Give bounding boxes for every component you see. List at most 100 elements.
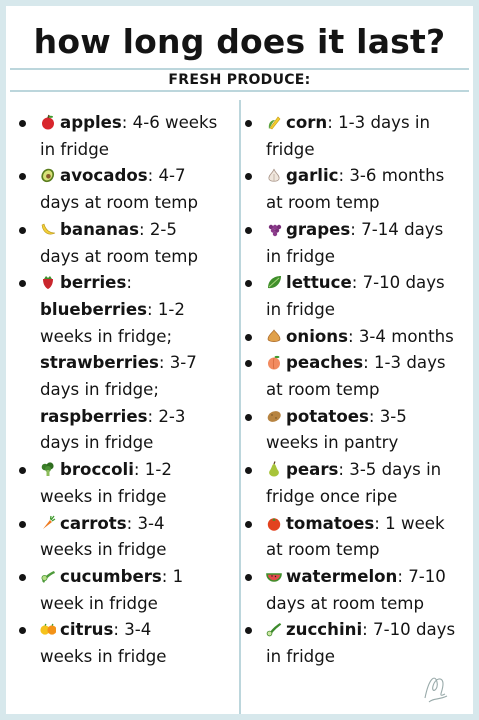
item-line: blueberries: 1-2	[40, 297, 240, 324]
produce-item-broccoli: broccoli: 1-2 weeks in fridge	[19, 457, 240, 510]
storage-text: weeks in fridge	[40, 486, 167, 506]
produce-item-berries: berries:	[19, 270, 240, 297]
produce-item-corn: corn: 1-3 days in fridge	[245, 110, 478, 163]
item-line: tomatoes: 1 week	[266, 511, 478, 538]
produce-name: garlic	[286, 166, 339, 186]
produce-item-lettuce: lettuce: 7-10 days in fridge	[245, 270, 478, 323]
item-line: corn: 1-3 days in	[266, 110, 478, 137]
bullet-point	[245, 226, 252, 234]
corn-icon	[266, 114, 282, 130]
potato-icon	[266, 408, 282, 424]
bullet-point	[19, 280, 26, 288]
storage-text: : 1	[161, 566, 184, 586]
bullet-point	[245, 360, 252, 368]
storage-text: : 3-4	[113, 620, 152, 640]
produce-item-grapes: grapes: 7-14 days in fridge	[245, 217, 478, 270]
produce-name: blueberries	[40, 299, 147, 319]
produce-name: grapes	[286, 219, 351, 239]
produce-item-bananas: bananas: 2-5 days at room temp	[19, 217, 240, 270]
storage-text: days in fridge;	[40, 380, 159, 400]
bullet-point	[245, 520, 252, 528]
zucchini-icon	[266, 621, 282, 637]
produce-subitem-raspberries: raspberries: 2-3 days in fridge	[40, 404, 240, 457]
produce-item-watermelon: watermelon: 7-10 days at room temp	[245, 564, 478, 617]
bullet-point	[19, 173, 26, 181]
carrot-icon	[40, 515, 56, 531]
storage-text: :	[126, 273, 132, 293]
storage-text: : 4-7	[147, 166, 186, 186]
right-column: corn: 1-3 days in fridge garlic: 3-6 month…	[245, 110, 478, 671]
citrus-icon	[40, 621, 56, 637]
produce-item-tomatoes: tomatoes: 1 week at room temp	[245, 511, 478, 564]
section-header: FRESH PRODUCE:	[10, 68, 469, 92]
produce-subitem-blueberries: blueberries: 1-2 weeks in fridge;	[40, 297, 240, 350]
produce-item-citrus: citrus: 3-4 weeks in fridge	[19, 617, 240, 670]
berry-icon	[40, 274, 56, 290]
produce-item-apples: apples: 4-6 weeks in fridge	[19, 110, 240, 163]
storage-text: : 3-5 days in	[338, 460, 442, 480]
bullet-point	[19, 120, 26, 127]
item-line: raspberries: 2-3	[40, 404, 240, 431]
item-line: berries:	[40, 270, 240, 297]
storage-text: at room temp	[266, 380, 380, 400]
tomato-icon	[266, 515, 282, 531]
bullet-point	[245, 173, 252, 181]
produce-item-carrots: carrots: 3-4 weeks in fridge	[19, 511, 240, 564]
storage-text: : 1-3 days	[363, 353, 446, 373]
item-line: lettuce: 7-10 days	[266, 270, 478, 297]
storage-text: fridge once ripe	[266, 486, 398, 506]
bullet-point	[19, 520, 26, 528]
pear-icon	[266, 461, 282, 477]
page-title: how long does it last?	[33, 22, 446, 61]
storage-text: weeks in fridge	[40, 647, 167, 667]
storage-text: : 4-6 weeks	[121, 113, 218, 132]
storage-text: : 1-2	[133, 460, 172, 480]
signature-mark	[424, 677, 448, 703]
storage-text: : 2-5	[138, 219, 177, 239]
lettuce-icon	[266, 274, 282, 290]
produce-name: pears	[286, 460, 339, 480]
bullet-point	[19, 226, 26, 234]
item-line: zucchini: 7-10 days	[266, 617, 478, 644]
produce-name: carrots	[60, 513, 127, 533]
bullet-point	[245, 120, 252, 127]
avocado-icon	[40, 167, 56, 183]
storage-text: days at room temp	[40, 193, 199, 213]
watermelon-icon	[266, 568, 282, 584]
storage-text: : 7-10	[397, 566, 446, 586]
left-column: apples: 4-6 weeks in fridge avocados: 4-7 d…	[19, 110, 240, 671]
storage-text: at room temp	[266, 540, 380, 560]
produce-name: peaches	[286, 353, 364, 373]
storage-text: : 1 week	[374, 513, 445, 533]
storage-text: fridge	[266, 139, 315, 159]
storage-text: : 3-6 months	[338, 166, 445, 186]
banana-icon	[40, 221, 56, 237]
grapes-icon	[266, 221, 282, 237]
broccoli-icon	[40, 461, 56, 477]
storage-text: : 7-10 days	[351, 273, 445, 293]
storage-text: at room temp	[266, 193, 380, 213]
storage-text: in fridge	[266, 647, 335, 667]
produce-name: potatoes	[286, 406, 369, 426]
item-line: cucumbers: 1	[40, 564, 240, 591]
produce-name: cucumbers	[60, 566, 162, 586]
cucumber-icon	[40, 568, 56, 584]
storage-text: : 3-4	[126, 513, 165, 533]
produce-name: broccoli	[60, 460, 134, 480]
column-divider	[239, 100, 241, 714]
item-line: grapes: 7-14 days	[266, 217, 478, 244]
storage-text: : 2-3	[147, 406, 186, 426]
item-line: peaches: 1-3 days	[266, 350, 478, 377]
produce-name: apples	[60, 113, 122, 132]
produce-name: bananas	[60, 219, 139, 239]
bullet-point	[19, 573, 26, 581]
storage-text: days in fridge	[40, 433, 154, 453]
storage-text: in fridge	[266, 299, 335, 319]
storage-text: in fridge	[40, 139, 109, 159]
item-line: citrus: 3-4	[40, 617, 240, 644]
produce-name: tomatoes	[286, 513, 375, 533]
storage-text: days at room temp	[40, 246, 199, 266]
bullet-point	[19, 467, 26, 475]
storage-text: : 7-10 days	[362, 620, 456, 640]
item-line: apples: 4-6 weeks	[40, 110, 240, 137]
